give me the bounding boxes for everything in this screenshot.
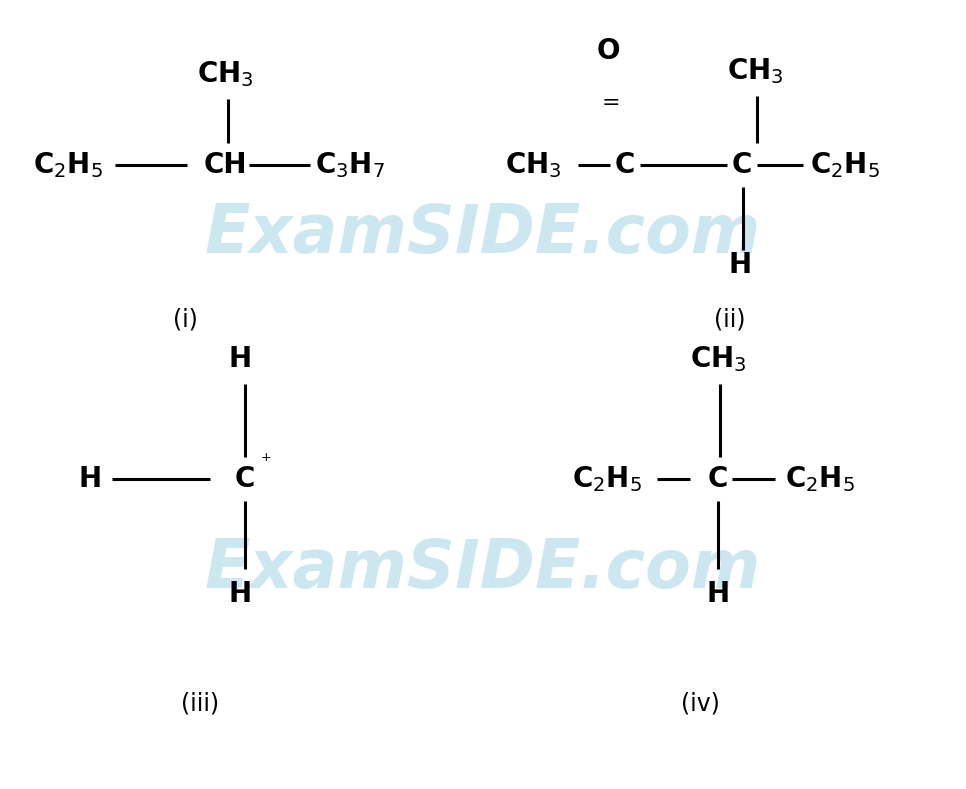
Text: (i): (i) bbox=[173, 307, 197, 331]
Text: C: C bbox=[732, 151, 753, 179]
Text: CH: CH bbox=[203, 151, 246, 179]
Text: C$_2$H$_5$: C$_2$H$_5$ bbox=[572, 464, 642, 494]
Text: CH$_3$: CH$_3$ bbox=[197, 59, 253, 89]
Text: O: O bbox=[596, 37, 620, 65]
Text: H: H bbox=[728, 251, 752, 279]
Text: $^+$: $^+$ bbox=[258, 452, 272, 470]
Text: ExamSIDE.com: ExamSIDE.com bbox=[205, 201, 761, 267]
Text: C$_2$H$_5$: C$_2$H$_5$ bbox=[785, 464, 855, 494]
Text: C$_3$H$_7$: C$_3$H$_7$ bbox=[315, 150, 385, 180]
Text: C: C bbox=[614, 151, 636, 179]
Text: C$_2$H$_5$: C$_2$H$_5$ bbox=[810, 150, 880, 180]
Text: (iii): (iii) bbox=[181, 692, 219, 716]
Text: ExamSIDE.com: ExamSIDE.com bbox=[205, 536, 761, 602]
Text: $=$: $=$ bbox=[597, 91, 619, 111]
Text: C: C bbox=[235, 465, 255, 493]
Text: C$_2$H$_5$: C$_2$H$_5$ bbox=[33, 150, 103, 180]
Text: (ii): (ii) bbox=[714, 307, 746, 331]
Text: H: H bbox=[706, 580, 729, 608]
Text: H: H bbox=[228, 345, 251, 373]
Text: H: H bbox=[78, 465, 101, 493]
Text: H: H bbox=[228, 580, 251, 608]
Text: C: C bbox=[708, 465, 728, 493]
Text: (iv): (iv) bbox=[681, 692, 720, 716]
Text: CH$_3$: CH$_3$ bbox=[726, 56, 783, 86]
Text: CH$_3$: CH$_3$ bbox=[690, 344, 747, 374]
Text: CH$_3$: CH$_3$ bbox=[504, 150, 561, 180]
